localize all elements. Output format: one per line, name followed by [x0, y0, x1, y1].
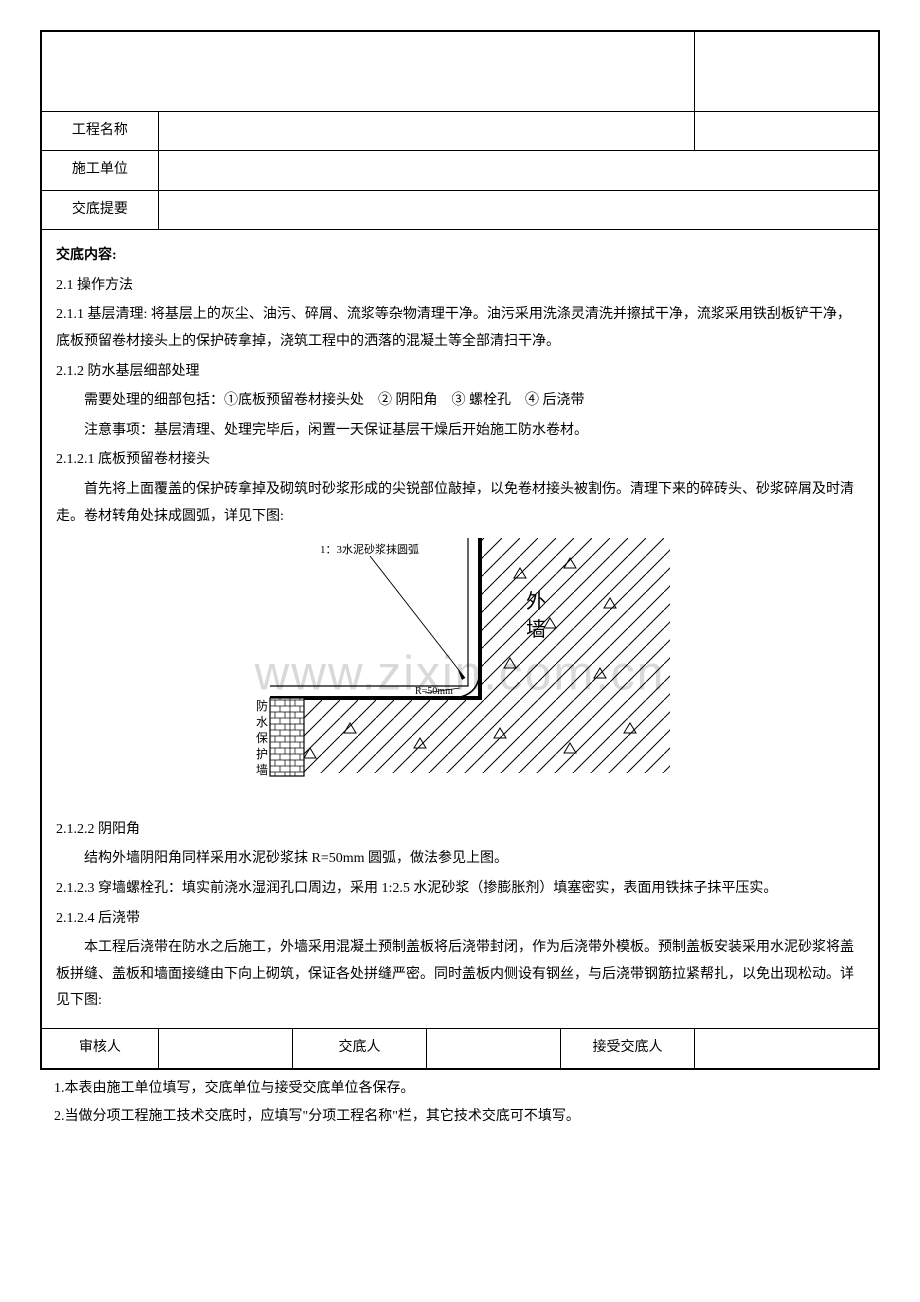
section-2-1-2-4: 2.1.2.4 后浇带 [56, 906, 864, 933]
diagram-label-wall-2: 墙 [526, 618, 546, 641]
diagram-label-top: 1：3水泥砂浆抹圆弧 [320, 542, 419, 556]
label-project-name: 工程名称 [41, 111, 158, 151]
diagram-label-radius: R=50mm [415, 686, 453, 697]
header-cell-right [695, 31, 879, 111]
diagram-label-wall-1: 外 [526, 590, 546, 613]
label-construction-unit: 施工单位 [41, 151, 158, 191]
svg-text:墙: 墙 [256, 763, 268, 777]
section-2-1-2-3: 2.1.2.3 穿墙螺栓孔：填实前浇水湿润孔口周边，采用 1:2.5 水泥砂浆（… [56, 876, 864, 903]
svg-text:保: 保 [256, 731, 268, 745]
value-project-name [158, 111, 694, 151]
document-page: 工程名称 施工单位 交底提要 交底内容: 2.1 操作方法 2.1.1 基层清理… [40, 30, 880, 1131]
diagram-container: www.zixin.com.cn [56, 538, 864, 809]
footer-label-presenter: 交底人 [293, 1029, 427, 1068]
content-cell: 交底内容: 2.1 操作方法 2.1.1 基层清理: 将基层上的灰尘、油污、碎屑… [41, 230, 879, 1029]
footer-label-receiver: 接受交底人 [560, 1029, 694, 1068]
cell-project-right [695, 111, 879, 151]
section-2-1-1: 2.1.1 基层清理: 将基层上的灰尘、油污、碎屑、流浆等杂物清理干净。油污采用… [56, 302, 864, 355]
svg-text:防: 防 [256, 698, 268, 713]
svg-text:水: 水 [256, 715, 268, 729]
footnote-2: 2.当做分项工程施工技术交底时，应填写"分项工程名称"栏，其它技术交底可不填写。 [54, 1104, 880, 1131]
footer-value-receiver [695, 1028, 879, 1068]
svg-text:护: 护 [256, 747, 268, 761]
construction-diagram: 1：3水泥砂浆抹圆弧 R=50mm 外 墙 防 水 保 护 墙 [250, 538, 670, 798]
footer-inner: 交底人 接受交底人 [158, 1028, 694, 1068]
label-summary: 交底提要 [41, 190, 158, 230]
value-summary [158, 190, 879, 230]
footnote-1: 1.本表由施工单位填写，交底单位与接受交底单位各保存。 [54, 1076, 880, 1103]
header-cell-left [41, 31, 695, 111]
section-2-1-2-4-p: 本工程后浇带在防水之后施工，外墙采用混凝土预制盖板将后浇带封闭，作为后浇带外模板… [56, 935, 864, 1015]
section-2-1-2-detail1: 需要处理的细部包括：①底板预留卷材接头处 ② 阴阳角 ③ 螺栓孔 ④ 后浇带 [56, 388, 864, 415]
section-2-1-2-2-p: 结构外墙阴阳角同样采用水泥砂浆抹 R=50mm 圆弧，做法参见上图。 [56, 846, 864, 873]
section-2-1: 2.1 操作方法 [56, 273, 864, 300]
value-construction-unit [158, 151, 879, 191]
section-2-1-2-2: 2.1.2.2 阴阳角 [56, 817, 864, 844]
footnotes: 1.本表由施工单位填写，交底单位与接受交底单位各保存。 2.当做分项工程施工技术… [40, 1076, 880, 1131]
footer-label-reviewer: 审核人 [41, 1028, 158, 1068]
section-2-1-2-detail2: 注意事项：基层清理、处理完毕后，闲置一天保证基层干燥后开始施工防水卷材。 [56, 418, 864, 445]
section-2-1-2-1: 2.1.2.1 底板预留卷材接头 [56, 447, 864, 474]
header-table: 工程名称 施工单位 交底提要 交底内容: 2.1 操作方法 2.1.1 基层清理… [40, 30, 880, 1070]
footer-value-presenter [426, 1029, 560, 1068]
section-2-1-2-1-p: 首先将上面覆盖的保护砖拿掉及砌筑时砂浆形成的尖锐部位敲掉，以免卷材接头被割伤。清… [56, 477, 864, 530]
section-2-1-2: 2.1.2 防水基层细部处理 [56, 359, 864, 386]
footer-value-reviewer [159, 1029, 293, 1068]
content-title: 交底内容: [56, 243, 864, 270]
